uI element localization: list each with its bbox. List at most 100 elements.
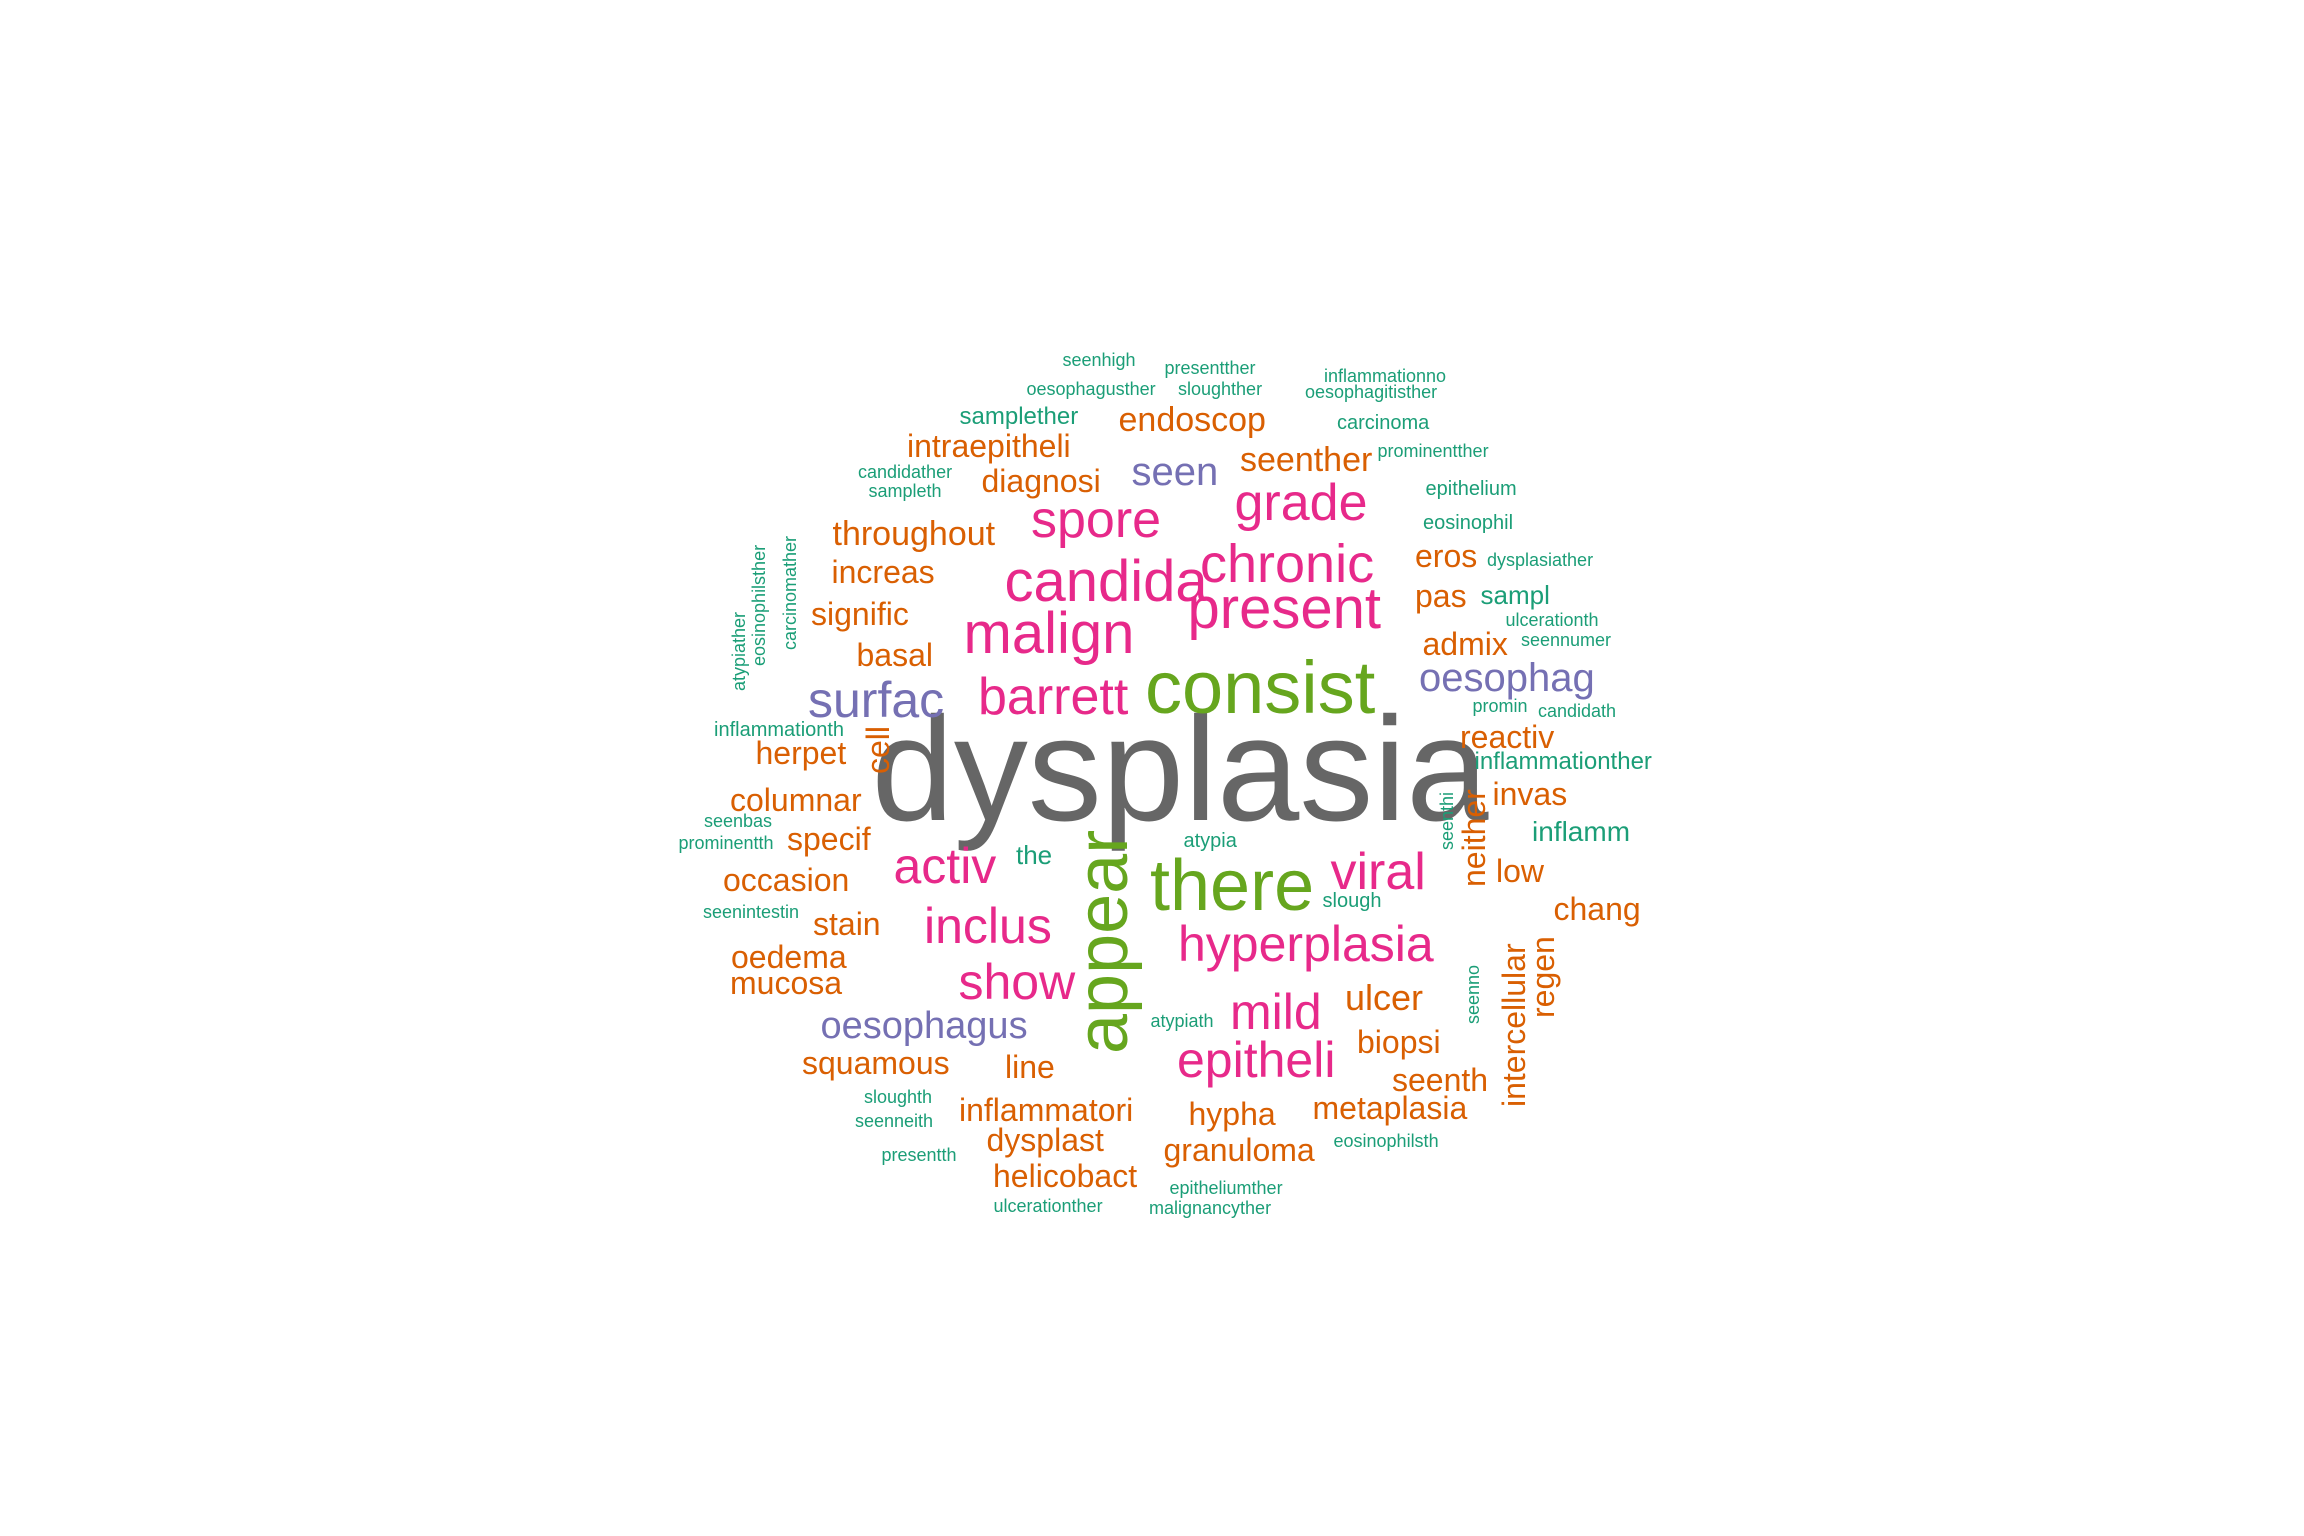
word-eosinophil: eosinophil [1423,512,1514,534]
word-seenno: seenno [1463,964,1483,1024]
word-presentth: presentth [881,1145,957,1165]
word-regen: regen [1525,936,1561,1018]
word-seennumer: seennumer [1521,630,1612,650]
word-ulcerationther: ulcerationther [993,1196,1103,1216]
word-eosinophilsth: eosinophilsth [1333,1131,1439,1151]
word-chronic: chronic [1200,534,1375,594]
word-seenther: seenther [1240,441,1373,479]
word-biopsi: biopsi [1357,1024,1441,1060]
word-surfac: surfac [808,672,945,728]
word-ulcerationth: ulcerationth [1505,610,1599,630]
word-columnar: columnar [730,782,862,818]
word-admix: admix [1422,626,1508,662]
word-dysplasia: dysplasia [871,687,1489,852]
word-atypia: atypia [1183,830,1237,852]
word-oesophagus: oesophagus [820,1005,1028,1047]
word-grade: grade [1234,474,1368,532]
word-present: present [1187,576,1381,641]
word-sampl: sampl [1480,580,1550,610]
word-herpet: herpet [755,735,847,771]
word-oesophagitisther: oesophagitisther [1305,382,1438,402]
word-prominentther: prominentther [1377,441,1489,461]
word-prominentth: prominentth [678,833,774,853]
word-intraepitheli: intraepitheli [907,428,1071,464]
word-seenintestin: seenintestin [703,902,800,922]
word-epitheliumther: epitheliumther [1169,1178,1283,1198]
word-candidather: candidather [858,462,953,482]
word-eros: eros [1415,538,1478,574]
word-dysplast: dysplast [986,1122,1104,1158]
word-cell: cell [860,725,896,774]
word-inflammationno: inflammationno [1324,366,1447,386]
word-granuloma: granuloma [1163,1132,1315,1168]
word-epitheli: epitheli [1177,1032,1336,1088]
word-inflammatori: inflammatori [959,1092,1134,1128]
word-viral: viral [1330,843,1426,901]
word-low: low [1496,853,1545,889]
word-malign: malign [963,601,1135,666]
word-mucosa: mucosa [730,965,843,1001]
word-inclus: inclus [924,898,1052,954]
word-reactiv: reactiv [1460,719,1555,755]
word-eosinophilsther: eosinophilsther [749,544,769,666]
word-slough: slough [1322,890,1382,912]
word-oedema: oedema [731,939,847,975]
word-atypiath: atypiath [1150,1011,1214,1031]
word-seenth: seenth [1392,1062,1489,1098]
word-malignancyther: malignancyther [1149,1198,1272,1218]
word-the: the [1016,840,1053,870]
word-seenbas: seenbas [704,811,773,831]
word-hyperplasia: hyperplasia [1178,916,1434,972]
word-neither: neither [1456,789,1492,887]
word-pas: pas [1415,578,1467,614]
word-show: show [958,954,1076,1010]
word-spore: spore [1031,491,1162,549]
word-inflamm: inflamm [1532,816,1631,847]
word-seenhigh: seenhigh [1062,350,1136,370]
word-atypiather: atypiather [729,611,749,691]
word-carcinoma: carcinoma [1337,412,1430,434]
word-stain: stain [813,906,881,942]
word-increas: increas [831,554,935,590]
word-invas: invas [1492,776,1568,812]
word-inflammationther: inflammationther [1474,748,1652,775]
word-diagnosi: diagnosi [981,463,1101,499]
word-epithelium: epithelium [1425,478,1517,500]
word-appear: appear [1063,829,1143,1054]
word-seen: seen [1131,450,1219,494]
word-helicobact: helicobact [993,1158,1138,1194]
word-hypha: hypha [1188,1096,1276,1132]
word-basal: basal [856,637,934,673]
word-seenneith: seenneith [855,1111,934,1131]
word-presentther: presentther [1164,358,1256,378]
word-oesophagusther: oesophagusther [1026,379,1156,399]
word-samplether: samplether [959,403,1079,430]
word-barrett: barrett [978,668,1129,726]
word-ulcer: ulcer [1345,977,1424,1018]
word-metaplasia: metaplasia [1312,1090,1468,1126]
word-dysplasiather: dysplasiather [1487,550,1594,570]
word-oesophag: oesophag [1419,656,1595,700]
word-chang: chang [1553,891,1641,927]
word-sloughther: sloughther [1178,379,1263,399]
word-specif: specif [787,821,871,857]
word-line: line [1005,1049,1055,1085]
word-squamous: squamous [802,1045,950,1081]
word-candida: candida [1004,549,1208,614]
word-consist: consist [1145,646,1376,729]
word-endoscop: endoscop [1118,401,1266,439]
word-sampleth: sampleth [868,481,942,501]
word-carcinomather: carcinomather [780,535,800,650]
word-candidath: candidath [1538,701,1617,721]
word-promin: promin [1472,696,1528,716]
word-there: there [1150,846,1315,926]
word-throughout: throughout [832,515,996,553]
word-inflammationth: inflammationth [714,719,845,741]
word-signific: signific [811,596,909,632]
word-sloughth: sloughth [864,1087,933,1107]
word-seenthi: seenthi [1437,791,1457,850]
word-occasion: occasion [723,862,850,898]
word-mild: mild [1230,984,1322,1040]
word-activ: activ [893,838,997,894]
